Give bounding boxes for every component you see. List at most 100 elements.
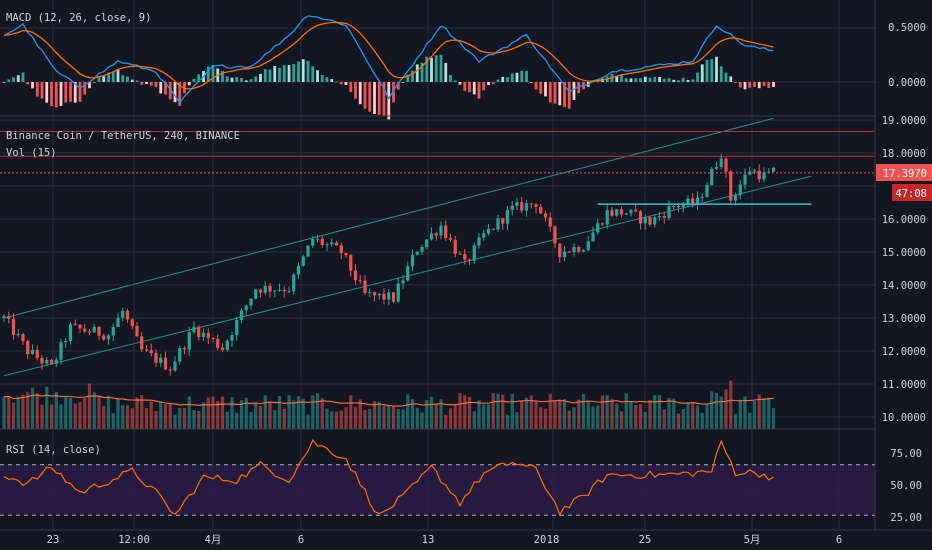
candle-up [439, 225, 443, 236]
candle-up [581, 250, 586, 252]
volume-bar [315, 393, 320, 429]
time-axis[interactable]: 23 12:00 4月 6 13 18 20 25 5月 6 [0, 529, 932, 546]
rsi-pane[interactable]: RSI (14, close) [0, 439, 875, 517]
volume-bar [505, 414, 510, 429]
volume-bar [738, 399, 742, 429]
macd-tick: 0.5000 [888, 22, 926, 34]
candle-up [762, 172, 766, 180]
symbol-legend[interactable]: Binance Coin / TetherUS, 240, BINANCE [6, 130, 240, 142]
volume-bar [220, 396, 225, 429]
price-tick: 18.0000 [882, 148, 926, 160]
candle-up [482, 233, 486, 238]
volume-bar [524, 397, 529, 429]
volume-bar [434, 404, 438, 429]
volume-bar [168, 402, 172, 429]
volume-bar [235, 412, 239, 429]
candle-down [334, 242, 339, 246]
macd-histogram-bar [396, 82, 400, 90]
candle-down [534, 204, 538, 207]
macd-histogram-bar [126, 76, 129, 82]
macd-histogram-bar [648, 77, 652, 82]
macd-histogram-bar [116, 69, 120, 82]
volume-bar [368, 408, 372, 429]
volume-bar [729, 380, 733, 429]
candle-down [520, 202, 524, 211]
candle-up [301, 256, 305, 266]
macd-histogram-bar [192, 78, 196, 82]
last-price-label-bg [876, 164, 932, 181]
macd-histogram-bar [377, 82, 381, 115]
time-label: 6 [298, 534, 304, 546]
volume-bar [534, 400, 538, 429]
macd-pane[interactable]: MACD (12, 26, close, 9) [2, 12, 775, 120]
volume-bar [111, 413, 115, 429]
macd-histogram-bar [197, 74, 201, 82]
candle-up [472, 245, 476, 261]
volume-bar [178, 407, 182, 429]
macd-histogram-bar [325, 77, 329, 82]
countdown-label: 47:08 [892, 184, 932, 201]
macd-histogram-bar [16, 75, 20, 82]
volume-bar [558, 399, 562, 429]
volume-bar [282, 408, 286, 429]
candle-up [306, 245, 310, 257]
candle-up [572, 246, 576, 253]
volume-bar [239, 400, 244, 429]
price-pane[interactable]: Binance Coin / TetherUS, 240, BINANCE Vo… [0, 117, 875, 429]
macd-histogram-bar [544, 82, 547, 97]
macd-histogram-bar [287, 65, 291, 82]
macd-histogram-bar [282, 65, 286, 82]
candle-down [372, 292, 377, 296]
macd-histogram-bar [21, 72, 25, 82]
volume-bars [2, 380, 776, 429]
volume-bar [334, 411, 339, 429]
volume-legend[interactable]: Vol (15) [6, 147, 57, 159]
macd-legend[interactable]: MACD (12, 26, close, 9) [6, 12, 151, 24]
macd-histogram-bar [629, 78, 633, 82]
volume-bar [425, 400, 429, 429]
volume-bar [586, 401, 590, 429]
candle-up [605, 210, 609, 225]
volume-bar [733, 413, 738, 429]
macd-histogram-bar [420, 62, 424, 82]
channel-upper-line[interactable] [3, 117, 774, 319]
rsi-tick: 75.00 [890, 448, 922, 460]
volume-bar [401, 409, 405, 429]
candle-down [140, 336, 144, 350]
macd-histogram-bar [748, 82, 752, 88]
macd-histogram-bar [349, 82, 353, 93]
volume-bar [567, 410, 571, 429]
volume-bar [387, 405, 391, 429]
candle-down [577, 246, 581, 252]
macd-histogram-bar [301, 59, 305, 82]
rsi-legend[interactable]: RSI (14, close) [6, 444, 101, 456]
candle-down [49, 359, 54, 364]
price-tick: 12.0000 [882, 346, 926, 358]
candle-up [667, 206, 671, 218]
macd-histogram-bar [667, 78, 671, 82]
candle-down [206, 332, 210, 338]
macd-histogram-bar [529, 82, 533, 83]
price-axis[interactable]: 0.5000 0.0000 19.0000 18.0000 16.0000 15.00… [874, 0, 932, 550]
candle-up [510, 205, 514, 210]
macd-histogram-bar [624, 78, 628, 82]
macd-histogram-bar [515, 72, 519, 82]
macd-histogram-bar [35, 82, 39, 97]
candle-up [429, 233, 434, 240]
candle-up [686, 198, 690, 205]
macd-histogram-bar [772, 82, 775, 88]
macd-histogram-bar [472, 82, 476, 95]
macd-histogram-bar [672, 79, 676, 82]
candle-down [548, 217, 552, 227]
macd-histogram-bar [335, 81, 338, 83]
candle-up [254, 289, 258, 299]
volume-bar [691, 401, 695, 429]
volume-bar [2, 396, 6, 429]
macd-histogram-bar [705, 59, 709, 82]
candle-down [453, 239, 457, 254]
candle-down [458, 253, 462, 255]
macd-histogram-bar [520, 70, 524, 82]
volume-bar [429, 396, 434, 429]
volume-bar [116, 397, 120, 429]
